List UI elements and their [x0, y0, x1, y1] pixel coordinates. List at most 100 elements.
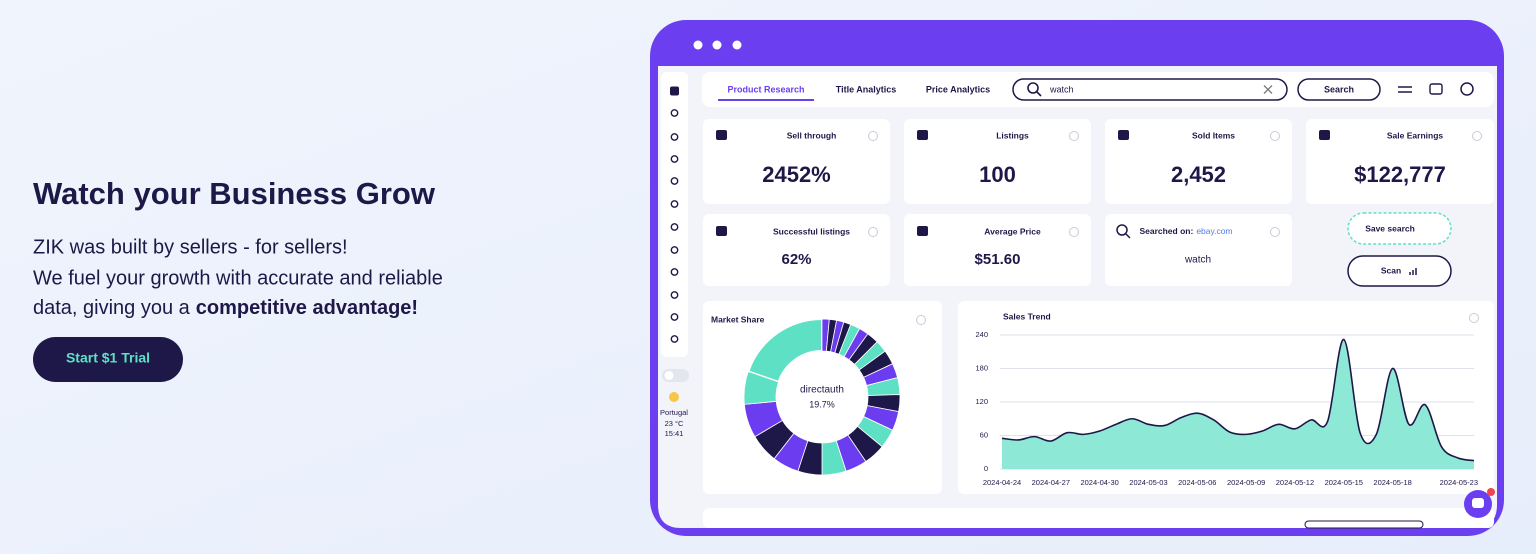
hero-bold: competitive advantage!	[196, 297, 418, 319]
card-value: 2,452	[1171, 162, 1226, 187]
card-value: 2452%	[762, 162, 831, 187]
partial-input	[1304, 520, 1424, 529]
donut-center-name: directauth	[800, 385, 844, 396]
sidebar-icon[interactable]	[670, 109, 679, 117]
tabs: Product Research Title Analytics Price Ana…	[718, 84, 990, 101]
sidebar-icon[interactable]	[670, 291, 679, 299]
save-search-label[interactable]: Save search	[1365, 223, 1415, 233]
card	[904, 214, 1091, 286]
card-value: $122,777	[1354, 162, 1446, 187]
sidebar-icons	[670, 86, 679, 343]
x-tick-label: 2024-05-15	[1325, 478, 1363, 487]
search-button[interactable]	[1297, 78, 1381, 101]
sidebar-icon[interactable]	[670, 313, 679, 321]
hero-line: ZIK was built by sellers - for sellers!	[33, 236, 348, 258]
x-tick-label: 2024-05-23	[1440, 478, 1478, 487]
card	[1105, 214, 1292, 286]
info-icon[interactable]	[1069, 227, 1079, 237]
card-icon	[1116, 224, 1128, 236]
sidebar-icon[interactable]	[670, 133, 679, 141]
hero-line: We fuel your growth with accurate and re…	[33, 267, 443, 289]
tab-underline	[718, 99, 814, 101]
x-tick-label: 2024-05-09	[1227, 478, 1265, 487]
card-icon	[716, 130, 727, 140]
info-icon[interactable]	[868, 131, 878, 141]
card-icon	[1319, 130, 1330, 140]
chart-title: Sales Trend	[1003, 311, 1051, 321]
trial-button-label[interactable]: Start $1 Trial	[66, 350, 150, 366]
search-icon	[1027, 82, 1039, 94]
scan-label[interactable]: Scan	[1381, 265, 1401, 275]
search-button-label[interactable]: Search	[1324, 84, 1354, 94]
scan-button[interactable]	[1347, 255, 1452, 287]
card-label: Sale Earnings	[1387, 130, 1443, 140]
sidebar-icon[interactable]	[670, 86, 679, 96]
y-tick-label: 240	[975, 330, 988, 339]
searched-on-site[interactable]: ebay.com	[1196, 226, 1232, 236]
chat-icon	[1472, 498, 1484, 508]
card-value: $51.60	[975, 251, 1021, 268]
info-icon[interactable]	[1069, 131, 1079, 141]
sidebar-icon[interactable]	[670, 268, 679, 276]
card	[1105, 119, 1292, 204]
card-label: Average Price	[984, 226, 1041, 236]
y-tick-label: 60	[980, 430, 988, 439]
card-icon	[1125, 233, 1131, 239]
video-icon[interactable]	[1429, 83, 1443, 95]
search-box[interactable]	[1012, 78, 1288, 101]
tab[interactable]: Price Analytics	[926, 84, 990, 94]
sidebar-icon[interactable]	[670, 335, 679, 343]
scan-icon	[1409, 268, 1417, 275]
card	[703, 119, 890, 204]
info-icon[interactable]	[916, 315, 926, 325]
save-search-button[interactable]	[1347, 212, 1452, 245]
tab[interactable]: Product Research	[727, 84, 804, 94]
card-icon	[716, 226, 727, 236]
donut-segment[interactable]	[743, 370, 780, 405]
search-icon	[1036, 91, 1042, 97]
x-tick-label: 2024-04-24	[983, 478, 1021, 487]
card-icon	[917, 226, 928, 236]
sidebar-icon[interactable]	[670, 177, 679, 185]
settings-icon[interactable]	[1460, 82, 1474, 96]
weather-location: Portugal	[660, 408, 688, 417]
card-value: 100	[979, 162, 1016, 187]
clear-icon[interactable]	[1263, 85, 1273, 94]
card-value: 62%	[781, 251, 811, 268]
info-icon[interactable]	[1270, 227, 1280, 237]
card	[904, 119, 1091, 204]
info-icon[interactable]	[868, 227, 878, 237]
searched-on-value: watch	[1184, 255, 1211, 266]
weather-icon	[669, 392, 679, 402]
sidebar-icon[interactable]	[670, 155, 679, 163]
filter-icon[interactable]	[1398, 86, 1412, 93]
card-label: Listings	[996, 130, 1029, 140]
trial-button[interactable]	[33, 337, 183, 382]
weather-time: 15:41	[665, 429, 684, 438]
info-icon[interactable]	[1270, 131, 1280, 141]
x-tick-label: 2024-05-18	[1373, 478, 1411, 487]
card-label: Successful listings	[773, 226, 850, 236]
partial-card	[703, 508, 1494, 528]
window-dot	[712, 40, 722, 50]
sidebar-icon[interactable]	[670, 200, 679, 208]
area-chart: 0 60 120 180 240 2024-04-24 2024-04-27 2024-04-…	[975, 330, 1478, 487]
weather-temp: 23 °C	[665, 419, 684, 428]
window-dot	[732, 40, 742, 50]
chat-badge	[1487, 488, 1495, 496]
x-tick-label: 2024-04-30	[1080, 478, 1118, 487]
sidebar-icon[interactable]	[670, 246, 679, 254]
card-icon	[1118, 130, 1129, 140]
card-label: Sell through	[787, 130, 837, 140]
x-tick-label: 2024-04-27	[1032, 478, 1070, 487]
info-icon[interactable]	[1472, 131, 1482, 141]
info-icon[interactable]	[1469, 313, 1479, 323]
search-query[interactable]: watch	[1049, 84, 1074, 94]
tab[interactable]: Title Analytics	[836, 84, 897, 94]
card	[703, 214, 890, 286]
sidebar	[661, 72, 688, 357]
sidebar-icon[interactable]	[670, 223, 679, 231]
hero-title: Watch your Business Grow	[33, 176, 436, 211]
